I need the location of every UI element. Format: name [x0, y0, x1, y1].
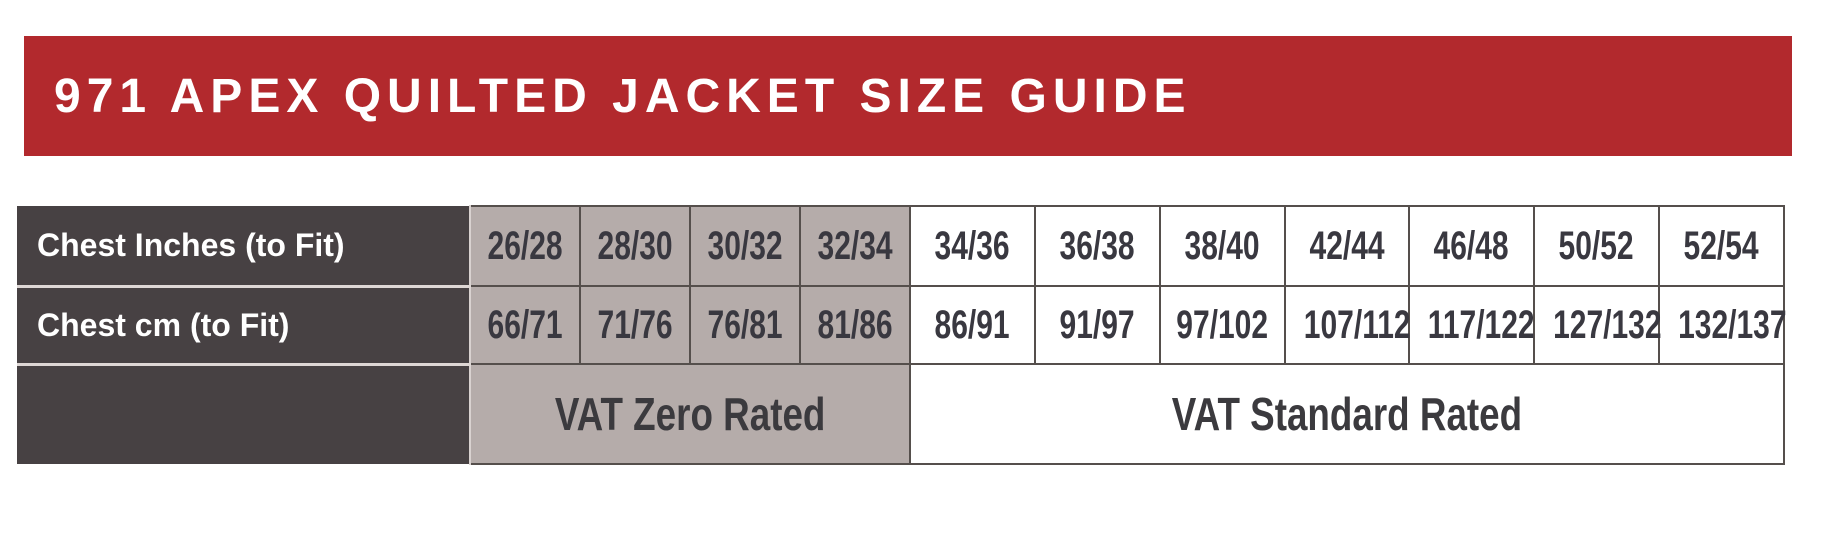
size-value: 36/38 — [1059, 223, 1136, 268]
size-value: 76/81 — [707, 302, 783, 347]
size-value: 32/34 — [817, 223, 893, 268]
vat-standard-rated-cell: VAT Standard Rated — [909, 363, 1785, 465]
size-value: 42/44 — [1309, 223, 1385, 268]
size-value: 127/132 — [1553, 302, 1662, 347]
size-cell: 46/48 — [1408, 205, 1535, 287]
title-banner: 971 APEX QUILTED JACKET SIZE GUIDE — [24, 36, 1792, 156]
size-value: 132/137 — [1678, 302, 1787, 347]
size-cell: 132/137 — [1658, 285, 1787, 365]
size-value: 28/30 — [597, 223, 673, 268]
size-cell: 117/122 — [1408, 285, 1535, 365]
size-guide-table: Chest Inches (to Fit) 26/28 28/30 30/32 … — [17, 205, 1787, 465]
vat-zero-rated-label: VAT Zero Rated — [554, 388, 826, 440]
row-label-empty — [17, 364, 471, 464]
size-value: 117/122 — [1427, 302, 1535, 347]
size-cell: 127/132 — [1533, 285, 1662, 365]
size-value: 107/112 — [1303, 302, 1411, 347]
size-value: 52/54 — [1683, 223, 1760, 268]
size-cell: 97/102 — [1159, 285, 1286, 365]
size-cell: 28/30 — [579, 205, 691, 287]
size-cell: 38/40 — [1159, 205, 1286, 287]
table-row-vat: VAT Zero Rated VAT Standard Rated — [17, 363, 1785, 465]
size-value: 97/102 — [1176, 302, 1269, 347]
size-cell: 71/76 — [579, 285, 691, 365]
size-value: 66/71 — [487, 302, 563, 347]
size-value: 86/91 — [934, 302, 1011, 347]
size-value: 46/48 — [1433, 223, 1510, 268]
size-cell: 91/97 — [1034, 285, 1161, 365]
size-cell: 86/91 — [909, 285, 1036, 365]
size-value: 34/36 — [934, 223, 1011, 268]
vat-zero-rated-cell: VAT Zero Rated — [469, 363, 911, 465]
size-cell: 107/112 — [1284, 285, 1411, 365]
size-cell: 26/28 — [469, 205, 581, 287]
size-value: 91/97 — [1059, 302, 1136, 347]
size-cell: 50/52 — [1533, 205, 1660, 287]
size-cell: 66/71 — [469, 285, 581, 365]
size-cell: 30/32 — [689, 205, 801, 287]
size-value: 71/76 — [597, 302, 673, 347]
size-value: 38/40 — [1184, 223, 1261, 268]
size-cell: 36/38 — [1034, 205, 1161, 287]
row-label-chest-cm: Chest cm (to Fit) — [17, 286, 471, 366]
table-row-chest-inches: Chest Inches (to Fit) 26/28 28/30 30/32 … — [17, 205, 1785, 288]
size-cell: 34/36 — [909, 205, 1036, 287]
table-row-chest-cm: Chest cm (to Fit) 66/71 71/76 76/81 81/8… — [17, 285, 1787, 366]
size-cell: 42/44 — [1284, 205, 1410, 287]
size-value: 50/52 — [1558, 223, 1635, 268]
size-cell: 32/34 — [799, 205, 911, 287]
size-value: 26/28 — [487, 223, 563, 268]
size-cell: 76/81 — [689, 285, 801, 365]
size-value: 30/32 — [707, 223, 783, 268]
page-title: 971 APEX QUILTED JACKET SIZE GUIDE — [54, 69, 1192, 123]
size-value: 81/86 — [817, 302, 893, 347]
size-cell: 81/86 — [799, 285, 911, 365]
row-label-chest-inches: Chest Inches (to Fit) — [17, 206, 471, 288]
vat-standard-rated-label: VAT Standard Rated — [1171, 388, 1523, 440]
size-cell: 52/54 — [1658, 205, 1785, 287]
